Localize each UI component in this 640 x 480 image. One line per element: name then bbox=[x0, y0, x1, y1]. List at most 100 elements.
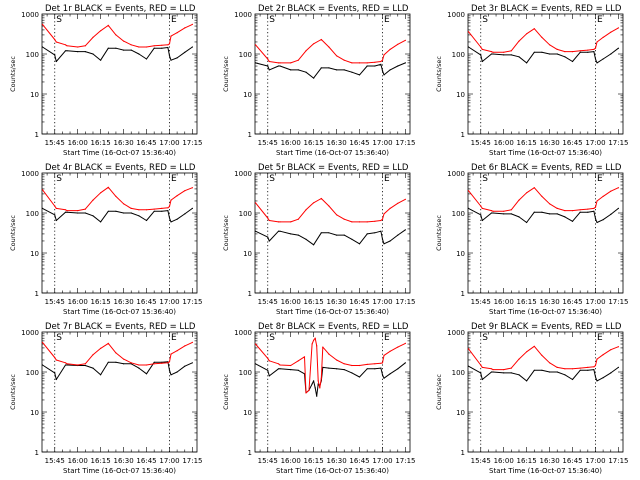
data-point-lld bbox=[115, 34, 117, 36]
data-point-events bbox=[351, 238, 353, 240]
data-point-lld bbox=[564, 210, 566, 212]
data-point-lld bbox=[167, 207, 169, 209]
data-point-events bbox=[138, 367, 140, 369]
data-point-events bbox=[596, 62, 598, 64]
data-point-lld bbox=[480, 205, 482, 207]
y-tick-label: 100 bbox=[239, 210, 252, 218]
data-point-events bbox=[541, 51, 543, 53]
data-point-events bbox=[380, 63, 382, 65]
data-point-events bbox=[383, 74, 385, 76]
data-point-events bbox=[481, 378, 483, 381]
data-point-lld bbox=[518, 358, 520, 360]
data-point-lld bbox=[168, 361, 171, 363]
x-tick-label: 16:30 bbox=[113, 139, 133, 147]
data-point-lld bbox=[77, 210, 79, 212]
time-marker-label: S bbox=[56, 174, 62, 184]
detector-panel-6: Det 6r BLACK = Events, RED = LLD 1 10 100 10… bbox=[435, 163, 629, 316]
panel-title: Det 5r BLACK = Events, RED = LLD bbox=[258, 163, 409, 173]
data-point-events bbox=[55, 219, 57, 222]
x-tick-label: 16:45 bbox=[562, 457, 582, 465]
x-tick-label: 16:30 bbox=[539, 298, 559, 306]
data-point-lld bbox=[564, 51, 566, 53]
data-point-lld bbox=[290, 62, 292, 64]
data-point-events bbox=[107, 47, 109, 49]
x-tick-label: 15:45 bbox=[258, 298, 278, 306]
y-tick-label: 1 bbox=[461, 290, 465, 298]
data-point-events bbox=[328, 67, 330, 69]
data-point-events bbox=[184, 365, 186, 367]
data-point-lld bbox=[254, 44, 257, 46]
data-point-lld bbox=[41, 23, 44, 25]
x-tick-label: 17:15 bbox=[395, 457, 415, 465]
data-point-lld bbox=[168, 205, 171, 208]
data-point-lld bbox=[594, 364, 597, 367]
data-point-events bbox=[153, 47, 155, 49]
y-tick-label: 10 bbox=[30, 250, 39, 258]
data-point-lld bbox=[176, 195, 178, 197]
data-point-events bbox=[305, 238, 307, 240]
data-point-lld bbox=[526, 192, 528, 194]
time-marker-label: E bbox=[171, 15, 177, 25]
data-point-lld bbox=[107, 24, 109, 26]
data-point-events bbox=[161, 210, 163, 212]
y-axis-label: Counts/sec bbox=[9, 215, 17, 251]
data-point-lld bbox=[374, 363, 376, 365]
data-point-lld bbox=[77, 46, 79, 48]
data-point-lld bbox=[66, 45, 68, 47]
data-point-events bbox=[328, 367, 330, 369]
data-point-lld bbox=[358, 221, 361, 223]
data-point-lld bbox=[153, 45, 155, 47]
data-point-events bbox=[268, 240, 270, 242]
data-point-lld bbox=[297, 59, 299, 61]
data-point-events bbox=[383, 243, 385, 245]
data-point-lld bbox=[617, 346, 620, 348]
data-point-events bbox=[41, 364, 44, 366]
data-point-events bbox=[503, 213, 505, 215]
y-tick-label: 10 bbox=[243, 250, 252, 258]
data-point-events bbox=[77, 212, 79, 214]
data-point-lld bbox=[467, 348, 470, 350]
data-point-lld bbox=[328, 205, 330, 207]
data-point-lld bbox=[153, 363, 155, 365]
data-point-lld bbox=[279, 221, 281, 223]
data-point-lld bbox=[115, 352, 117, 354]
data-point-events bbox=[100, 221, 102, 223]
data-point-lld bbox=[549, 44, 551, 46]
data-point-events bbox=[397, 65, 399, 67]
data-point-events bbox=[161, 47, 163, 49]
data-point-events bbox=[467, 46, 470, 48]
x-tick-label: 16:30 bbox=[539, 139, 559, 147]
data-point-lld bbox=[389, 350, 391, 352]
data-point-lld bbox=[404, 198, 406, 200]
x-tick-label: 16:15 bbox=[517, 298, 537, 306]
data-point-lld bbox=[84, 208, 86, 210]
data-point-events bbox=[145, 219, 148, 222]
data-point-lld bbox=[397, 43, 399, 45]
detector-panel-5: Det 5r BLACK = Events, RED = LLD 1 10 100 10… bbox=[222, 163, 416, 316]
x-tick-label: 17:00 bbox=[585, 298, 605, 306]
data-point-events bbox=[168, 217, 171, 219]
x-tick-label: 15:45 bbox=[45, 298, 65, 306]
data-point-lld bbox=[571, 210, 574, 212]
series-line-lld bbox=[468, 187, 619, 212]
data-point-lld bbox=[389, 48, 391, 51]
x-tick-label: 17:15 bbox=[608, 298, 628, 306]
data-point-lld bbox=[170, 353, 172, 355]
plot-frame bbox=[41, 172, 198, 294]
series-line-lld bbox=[468, 345, 619, 371]
series-line-lld bbox=[42, 186, 193, 212]
data-point-lld bbox=[268, 219, 270, 222]
data-point-lld bbox=[184, 27, 186, 29]
data-point-lld bbox=[481, 48, 483, 51]
data-point-events bbox=[92, 367, 94, 369]
data-point-lld bbox=[366, 221, 368, 223]
data-point-events bbox=[130, 363, 132, 365]
x-axis-label: Start Time (16-Oct-07 15:36:40) bbox=[489, 149, 602, 157]
data-point-events bbox=[84, 51, 86, 53]
data-point-events bbox=[123, 49, 125, 51]
data-point-lld bbox=[594, 47, 597, 49]
data-point-lld bbox=[492, 210, 494, 212]
y-axis-label: Counts/sec bbox=[222, 56, 230, 92]
data-point-events bbox=[564, 216, 566, 218]
data-point-events bbox=[279, 65, 281, 67]
